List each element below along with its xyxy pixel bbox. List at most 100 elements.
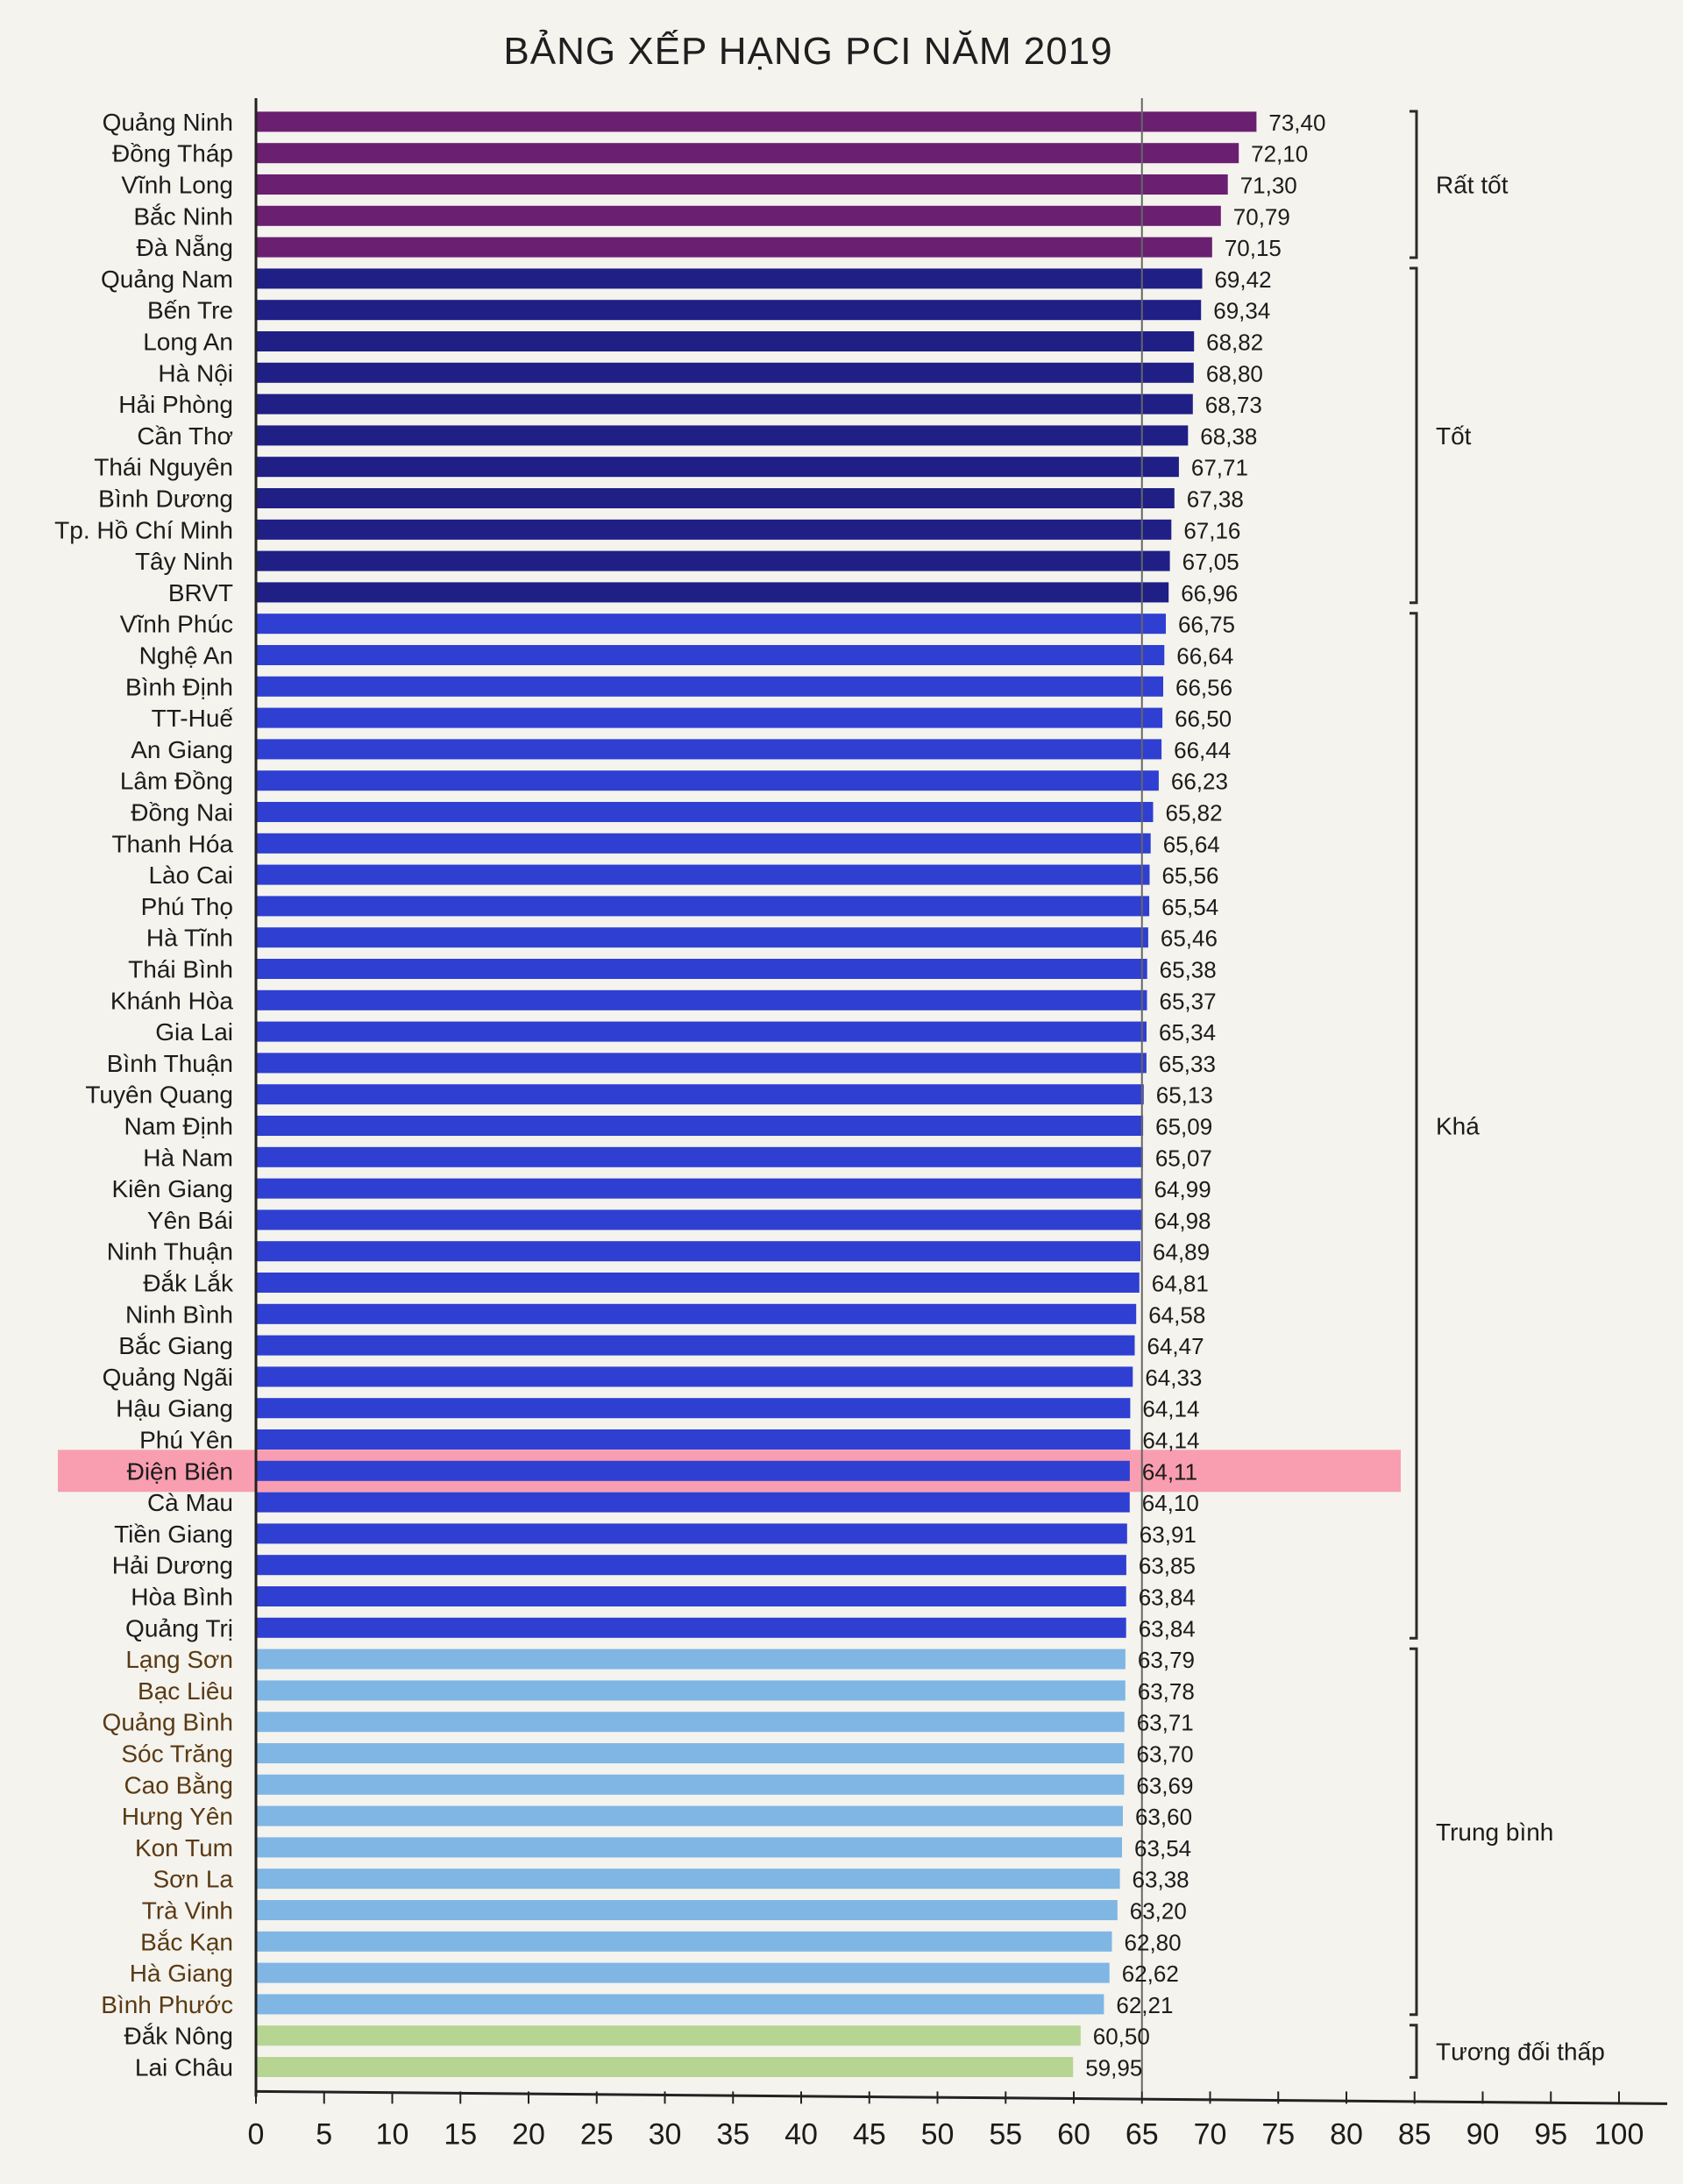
bar[interactable]: [256, 1680, 1126, 1701]
bar[interactable]: [256, 707, 1163, 728]
bar[interactable]: [256, 1931, 1112, 1952]
value-label: 62,62: [1122, 1961, 1179, 1987]
bar[interactable]: [256, 1586, 1126, 1606]
bar[interactable]: [256, 1273, 1140, 1293]
category-label: Kiên Giang: [111, 1175, 233, 1202]
category-label: Tiền Giang: [114, 1521, 233, 1548]
bar[interactable]: [256, 802, 1154, 822]
bar[interactable]: [256, 1398, 1131, 1419]
bar[interactable]: [256, 864, 1150, 885]
category-label: BRVT: [168, 579, 233, 606]
bar[interactable]: [256, 111, 1257, 132]
value-label: 65,07: [1155, 1145, 1212, 1171]
bar[interactable]: [256, 1460, 1130, 1481]
bar[interactable]: [256, 613, 1166, 635]
value-label: 63,54: [1134, 1835, 1191, 1861]
value-label: 64,11: [1142, 1458, 1197, 1485]
x-tick-label: 40: [785, 2117, 818, 2151]
bar[interactable]: [256, 1053, 1147, 1074]
category-label: Quảng Nam: [101, 266, 233, 293]
bar[interactable]: [256, 739, 1162, 760]
bar[interactable]: [256, 1712, 1125, 1733]
bar[interactable]: [256, 2057, 1074, 2077]
bar[interactable]: [256, 362, 1194, 383]
bar[interactable]: [256, 1523, 1127, 1544]
category-label: Quảng Trị: [125, 1614, 233, 1642]
bar[interactable]: [256, 394, 1193, 415]
value-label: 72,10: [1251, 141, 1308, 167]
category-label: An Giang: [131, 736, 233, 763]
bar[interactable]: [256, 1492, 1130, 1513]
value-label: 60,50: [1093, 2024, 1150, 2050]
bar[interactable]: [256, 268, 1203, 289]
x-tick-label: 100: [1594, 2117, 1644, 2151]
category-label: Bình Thuận: [107, 1050, 233, 1077]
category-label: Hà Nội: [158, 359, 233, 386]
bar[interactable]: [256, 1021, 1147, 1042]
bar[interactable]: [256, 457, 1179, 478]
bar[interactable]: [256, 237, 1212, 258]
value-label: 66,75: [1178, 612, 1235, 638]
bar[interactable]: [256, 425, 1189, 446]
bar[interactable]: [256, 1868, 1120, 1890]
bar[interactable]: [256, 1805, 1123, 1826]
value-label: 65,09: [1155, 1114, 1212, 1140]
bar[interactable]: [256, 1900, 1118, 1920]
bar[interactable]: [256, 143, 1239, 164]
bar[interactable]: [256, 989, 1147, 1010]
bar[interactable]: [256, 676, 1163, 697]
x-tick-label: 15: [444, 2117, 477, 2151]
bar[interactable]: [256, 519, 1172, 540]
value-label: 71,30: [1240, 173, 1297, 199]
group-bracket: [1410, 110, 1418, 259]
value-label: 62,80: [1125, 1929, 1182, 1955]
bar[interactable]: [256, 1617, 1126, 1638]
bar[interactable]: [256, 1366, 1133, 1387]
bar[interactable]: [256, 331, 1195, 351]
bar[interactable]: [256, 300, 1202, 321]
value-label: 63,91: [1140, 1521, 1197, 1548]
category-label: Nghệ An: [139, 642, 233, 670]
bar[interactable]: [256, 1335, 1135, 1356]
bar[interactable]: [256, 1178, 1142, 1199]
category-label: Cao Bằng: [124, 1771, 233, 1798]
category-label: Trà Vinh: [142, 1897, 233, 1925]
bar[interactable]: [256, 833, 1151, 854]
bar[interactable]: [256, 1837, 1122, 1858]
bar[interactable]: [256, 645, 1165, 665]
bar[interactable]: [256, 1084, 1144, 1105]
bar[interactable]: [256, 1146, 1143, 1167]
bar[interactable]: [256, 1994, 1104, 2015]
bar[interactable]: [256, 550, 1170, 571]
bar[interactable]: [256, 1743, 1125, 1763]
bar[interactable]: [256, 1429, 1131, 1450]
bar[interactable]: [256, 488, 1175, 508]
bar[interactable]: [256, 896, 1150, 917]
bar[interactable]: [256, 205, 1221, 226]
bar[interactable]: [256, 1649, 1126, 1670]
bar[interactable]: [256, 1303, 1137, 1324]
bar[interactable]: [256, 959, 1147, 979]
value-label: 65,33: [1159, 1051, 1216, 1077]
x-tick-label: 50: [921, 2117, 955, 2151]
bar[interactable]: [256, 927, 1148, 948]
bar[interactable]: [256, 1209, 1142, 1230]
bar[interactable]: [256, 582, 1169, 603]
bar[interactable]: [256, 770, 1159, 791]
bar[interactable]: [256, 174, 1228, 195]
bar[interactable]: [256, 1241, 1140, 1262]
category-label: Vĩnh Long: [121, 172, 233, 199]
value-label: 65,38: [1160, 957, 1217, 983]
bar[interactable]: [256, 1774, 1125, 1795]
value-label: 65,13: [1156, 1082, 1213, 1109]
value-label: 64,47: [1147, 1333, 1204, 1359]
bar[interactable]: [256, 1116, 1144, 1136]
bar[interactable]: [256, 2025, 1081, 2046]
group-label: Tương đối thấp: [1436, 2039, 1605, 2066]
value-label: 66,96: [1181, 580, 1238, 606]
bar[interactable]: [256, 1555, 1126, 1576]
category-label: Kon Tum: [135, 1834, 233, 1861]
x-tick-label: 75: [1261, 2117, 1295, 2151]
bar[interactable]: [256, 1962, 1110, 1983]
group-label: Rất tốt: [1436, 172, 1509, 199]
